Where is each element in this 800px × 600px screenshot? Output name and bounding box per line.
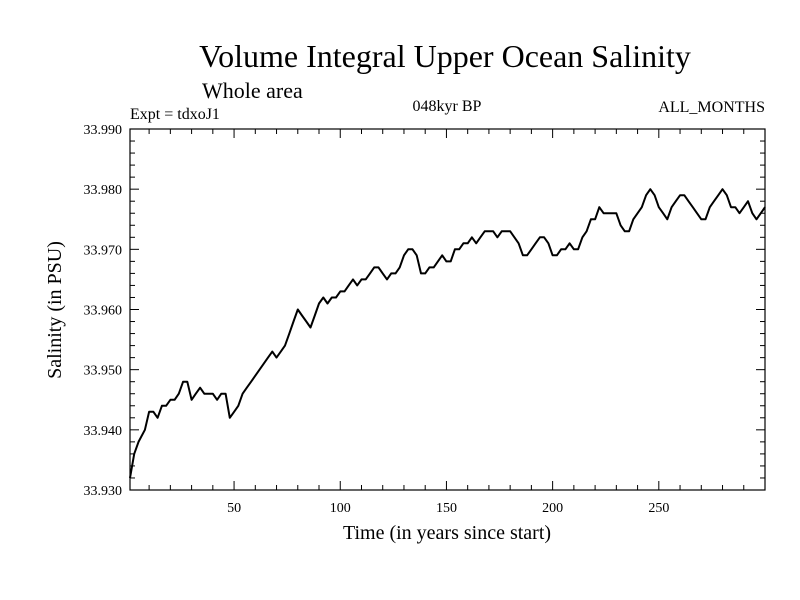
y-tick-label: 33.960	[84, 304, 123, 319]
x-axis-ticks	[148, 129, 745, 490]
chart-subtitle: Whole area	[202, 78, 303, 103]
y-tick-label: 33.990	[84, 123, 123, 138]
y-tick-label: 33.980	[84, 183, 123, 198]
y-tick-label: 33.950	[84, 364, 123, 379]
y-tick-labels: 33.930 33.940 33.950 33.960 33.970 33.980 33.9…	[84, 123, 123, 499]
salinity-series-line	[129, 188, 766, 479]
x-tick-label: 100	[330, 501, 351, 516]
x-tick-labels: 50 100 150 200 250	[227, 501, 669, 516]
x-tick-label: 150	[436, 501, 457, 516]
x-tick-label: 200	[542, 501, 563, 516]
experiment-label: Expt = tdxoJ1	[130, 106, 220, 123]
y-tick-label: 33.930	[84, 484, 123, 499]
x-axis-label: Time (in years since start)	[343, 522, 551, 544]
x-tick-label: 50	[227, 501, 241, 516]
chart-title: Volume Integral Upper Ocean Salinity	[199, 38, 691, 74]
months-label: ALL_MONTHS	[658, 99, 765, 116]
y-axis-label: Salinity (in PSU)	[44, 241, 66, 379]
y-tick-label: 33.940	[84, 424, 123, 439]
plot-frame	[129, 128, 766, 491]
y-axis-ticks	[130, 128, 765, 491]
x-tick-label: 250	[648, 501, 669, 516]
period-label: 048kyr BP	[413, 98, 482, 115]
y-tick-label: 33.970	[84, 243, 123, 258]
